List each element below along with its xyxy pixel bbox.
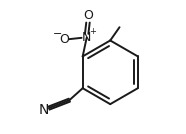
- Text: N: N: [82, 31, 91, 44]
- Text: O: O: [83, 9, 93, 22]
- Text: O: O: [59, 33, 69, 46]
- Text: +: +: [89, 27, 96, 36]
- Text: N: N: [38, 103, 49, 118]
- Text: −: −: [53, 29, 62, 39]
